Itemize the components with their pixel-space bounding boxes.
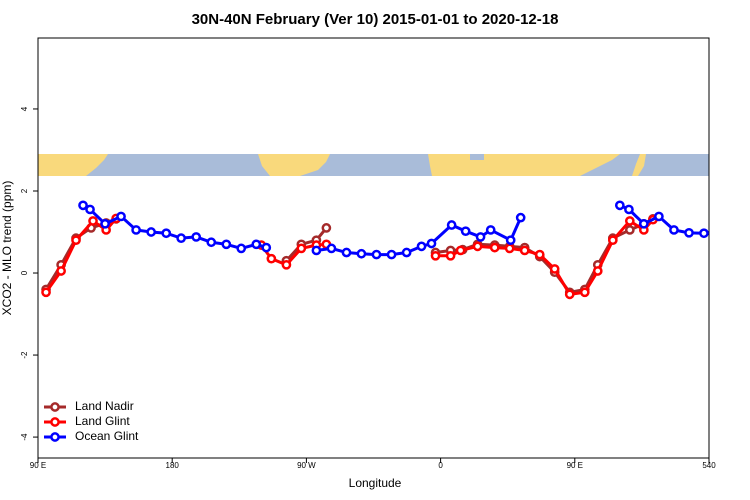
y-axis-label: XCO2 - MLO trend (ppm) <box>0 181 14 316</box>
point <box>446 220 457 230</box>
point <box>549 264 560 274</box>
point <box>41 287 51 298</box>
point <box>445 250 456 261</box>
point <box>684 227 694 238</box>
point <box>281 259 292 270</box>
point <box>607 235 618 246</box>
point <box>71 235 81 246</box>
point <box>341 247 352 258</box>
x-tick-label: 90 E <box>30 461 46 470</box>
legend-marker <box>50 402 60 412</box>
legend-marker <box>50 417 60 427</box>
y-tick-label: -4 <box>20 433 29 441</box>
point <box>386 249 397 260</box>
point <box>699 228 709 239</box>
y-tick-label: 2 <box>20 188 29 193</box>
plot-frame <box>37 37 710 459</box>
point <box>191 232 202 242</box>
point <box>669 225 679 235</box>
point <box>416 241 427 252</box>
point <box>88 216 98 226</box>
point <box>614 200 625 211</box>
land <box>38 154 108 176</box>
series-line <box>435 218 655 296</box>
x-tick-label: 90 W <box>297 461 316 470</box>
point <box>56 266 66 276</box>
point <box>624 225 635 235</box>
point <box>266 253 277 264</box>
point <box>296 243 307 254</box>
sea <box>470 154 484 160</box>
land <box>515 154 521 160</box>
point <box>519 245 530 256</box>
point <box>261 242 272 253</box>
legend-label: Ocean Glint <box>75 429 139 443</box>
point <box>131 225 141 235</box>
point <box>455 245 466 256</box>
point <box>472 241 483 252</box>
point <box>401 247 412 258</box>
point <box>485 225 496 235</box>
legend-marker <box>50 432 60 442</box>
legend-label: Land Glint <box>75 414 130 428</box>
point <box>176 233 186 244</box>
land <box>258 154 330 176</box>
point <box>116 211 126 222</box>
point <box>460 226 471 237</box>
point <box>311 245 322 256</box>
point <box>78 200 88 211</box>
x-tick-label: 540 <box>702 461 716 470</box>
x-tick-label: 90 E <box>567 461 583 470</box>
chart-title: 30N-40N February (Ver 10) 2015-01-01 to … <box>192 11 559 28</box>
point <box>146 227 157 237</box>
point <box>534 249 545 260</box>
point <box>564 289 575 300</box>
point <box>624 204 634 215</box>
legend-label: Land Nadir <box>75 399 134 413</box>
point <box>356 248 367 259</box>
x-axis-label: Longitude <box>349 476 402 490</box>
point <box>592 266 603 276</box>
point <box>475 232 486 242</box>
point <box>638 218 649 229</box>
map-strip <box>38 154 709 176</box>
point <box>579 287 590 298</box>
x-tick-label: 180 <box>166 461 180 470</box>
point <box>430 250 441 261</box>
point <box>221 239 232 250</box>
land <box>632 154 646 176</box>
point <box>206 237 217 248</box>
series-line <box>285 226 328 262</box>
point <box>504 243 515 254</box>
point <box>85 204 95 215</box>
point <box>371 249 382 260</box>
point <box>251 239 262 250</box>
point <box>161 228 172 239</box>
point <box>505 235 516 246</box>
point <box>654 211 664 222</box>
y-tick-label: -2 <box>20 351 29 359</box>
point <box>515 212 526 223</box>
y-tick-label: 0 <box>20 270 29 275</box>
point <box>236 243 247 254</box>
x-tick-label: 0 <box>438 461 443 470</box>
point <box>489 242 500 253</box>
point <box>321 223 332 233</box>
point <box>426 238 437 249</box>
point <box>100 218 110 229</box>
y-tick-label: 4 <box>20 106 29 111</box>
point <box>326 243 337 254</box>
point <box>624 216 635 226</box>
